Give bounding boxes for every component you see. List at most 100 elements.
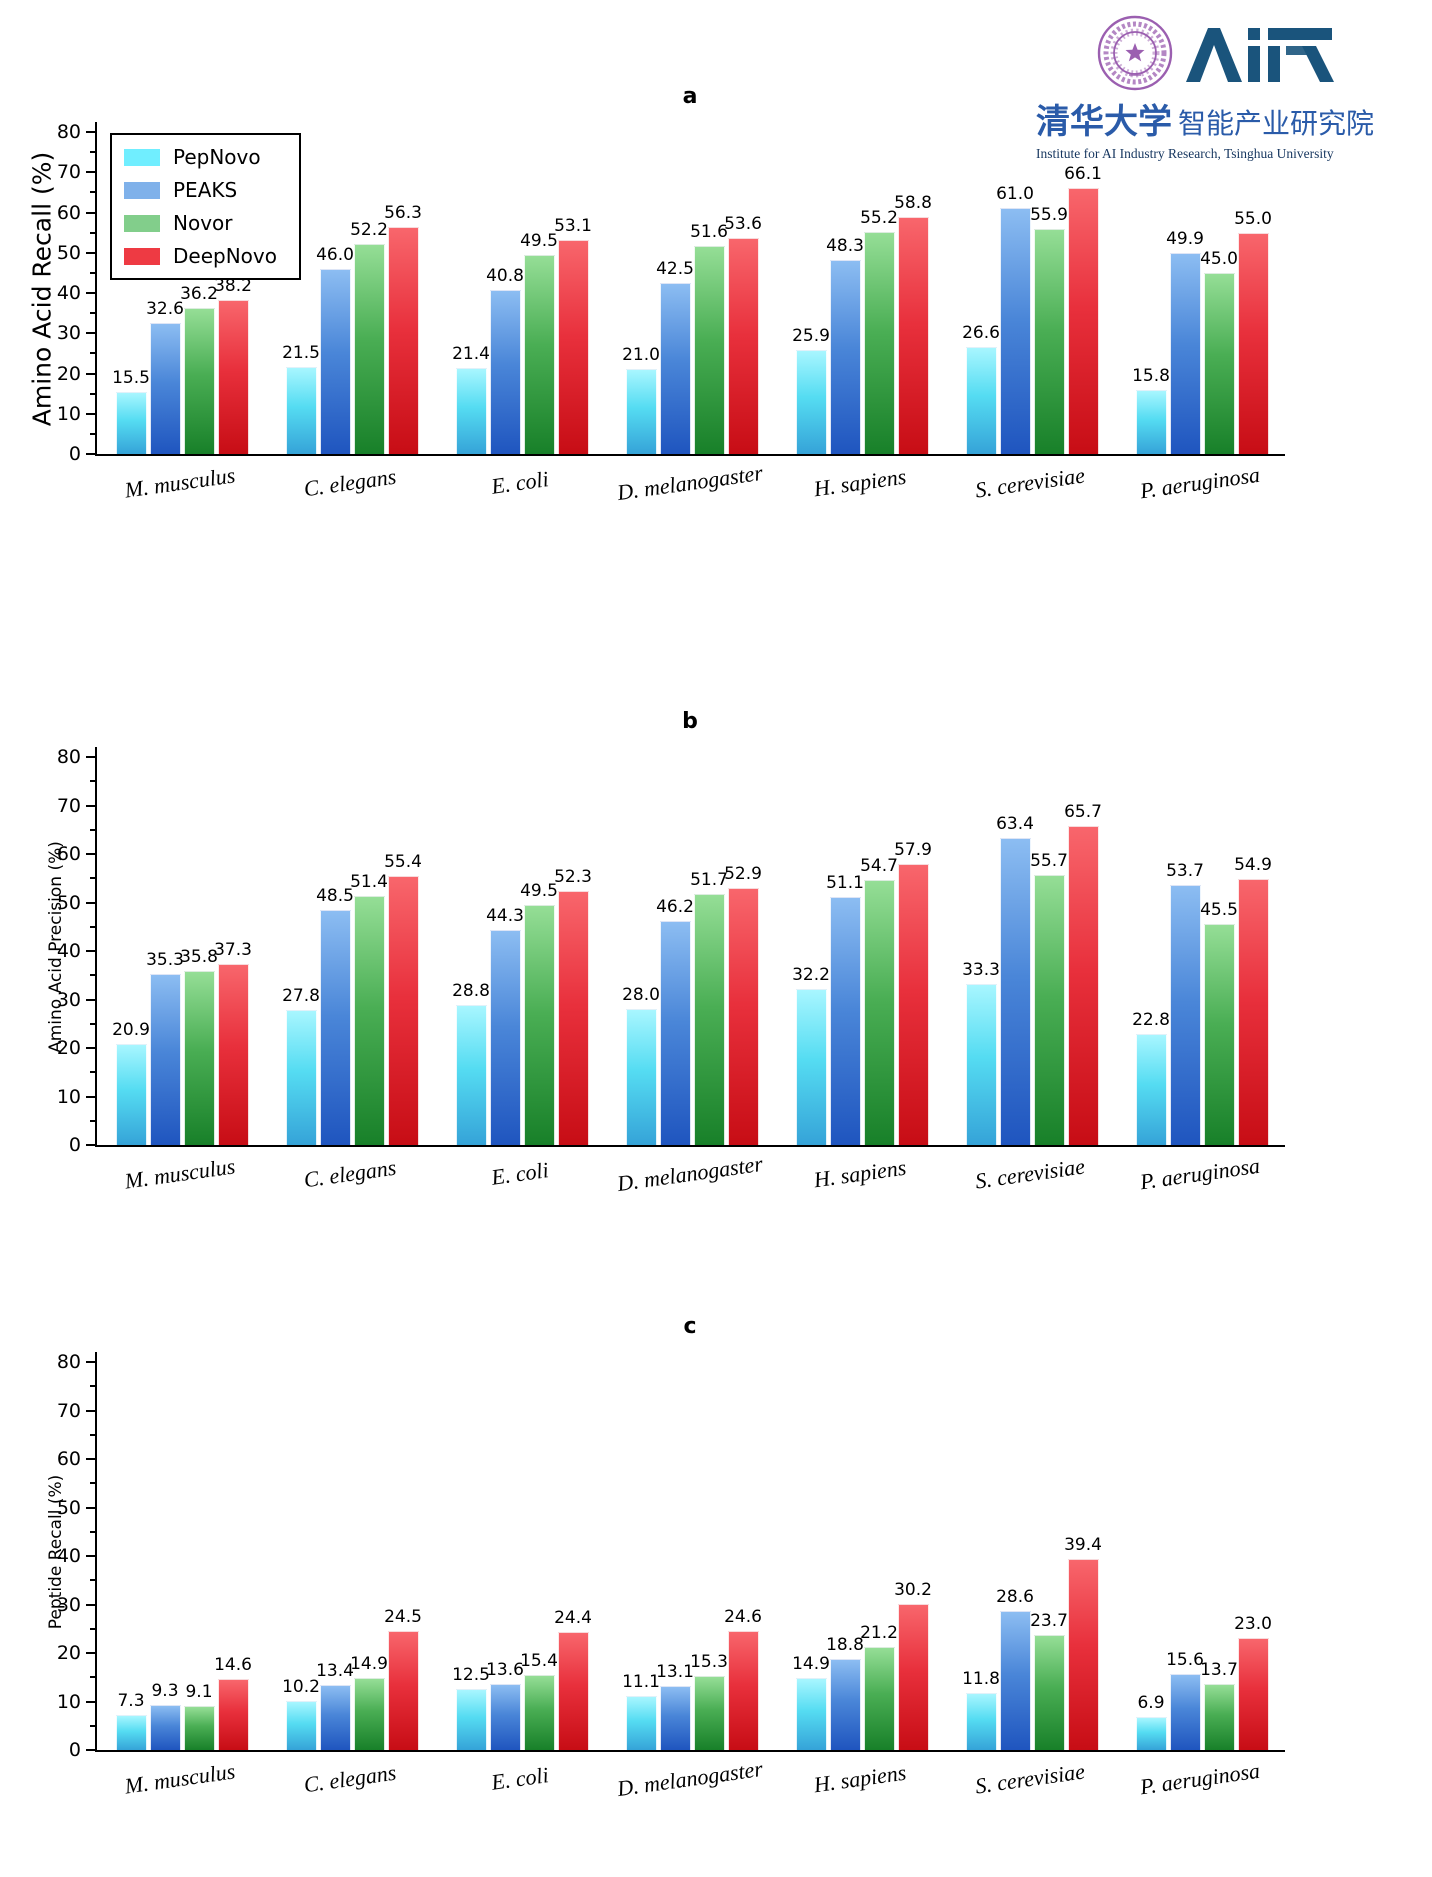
bar-pepnovo bbox=[1135, 1034, 1167, 1145]
x-category-label: S. cerevisiae bbox=[973, 462, 1087, 503]
bar-peaks bbox=[659, 920, 691, 1145]
bar-value-label: 13.7 bbox=[1200, 1659, 1238, 1680]
bar-deepnovo bbox=[557, 1631, 589, 1750]
y-tick-label: 50 bbox=[56, 891, 81, 914]
bar-value-label: 9.1 bbox=[185, 1681, 213, 1702]
y-tick bbox=[86, 412, 95, 415]
x-category-label: H. sapiens bbox=[812, 1154, 908, 1193]
y-tick-label: 0 bbox=[68, 1134, 81, 1156]
bar-value-label: 30.2 bbox=[894, 1579, 932, 1600]
bar-value-label: 51.6 bbox=[690, 222, 728, 243]
y-tick-label: 70 bbox=[56, 1399, 81, 1422]
bar-novor bbox=[1203, 1683, 1235, 1750]
legend-item: DeepNovo bbox=[124, 244, 277, 268]
y-tick-label: 0 bbox=[68, 443, 81, 465]
y-tick-label: 40 bbox=[56, 282, 81, 304]
bar-value-label: 25.9 bbox=[792, 325, 830, 346]
bar-peaks bbox=[149, 1704, 181, 1750]
y-tick bbox=[86, 901, 95, 904]
panel-b-plot-area: 0 10 20 30 40 50 60 70 80 20.9 35.3 35.8 37.3 27.8 48.… bbox=[57, 746, 1285, 1156]
bar-pepnovo bbox=[795, 1677, 827, 1750]
bar-novor bbox=[353, 895, 385, 1145]
bar-value-label: 13.6 bbox=[486, 1660, 524, 1681]
bar-deepnovo bbox=[557, 891, 589, 1145]
y-tick bbox=[86, 1700, 95, 1703]
bar-peaks bbox=[1169, 253, 1201, 454]
y-tick bbox=[86, 211, 95, 214]
legend-item: PepNovo bbox=[124, 145, 277, 169]
bar-peaks bbox=[319, 909, 351, 1145]
bar-value-label: 52.3 bbox=[554, 867, 592, 888]
bar-pepnovo bbox=[965, 346, 997, 454]
bar-deepnovo bbox=[387, 227, 419, 454]
bar-value-label: 45.5 bbox=[1200, 900, 1238, 921]
bar-deepnovo bbox=[727, 888, 759, 1145]
panel-a-title: a bbox=[682, 84, 698, 109]
bar-pepnovo bbox=[1135, 390, 1167, 454]
bar-value-label: 28.8 bbox=[452, 981, 490, 1002]
y-tick-label: 30 bbox=[56, 1593, 81, 1616]
y-tick bbox=[90, 1385, 95, 1388]
logo-top-row bbox=[1096, 12, 1388, 94]
bar-value-label: 53.6 bbox=[724, 214, 762, 235]
bar-value-label: 55.2 bbox=[860, 207, 898, 228]
x-category-label: P. aeruginosa bbox=[1138, 1757, 1262, 1800]
y-tick bbox=[86, 1603, 95, 1606]
y-tick bbox=[90, 780, 95, 783]
y-tick bbox=[90, 1482, 95, 1485]
bar-value-label: 55.9 bbox=[1030, 205, 1068, 226]
bar-deepnovo bbox=[1067, 1558, 1099, 1750]
y-tick bbox=[90, 828, 95, 831]
y-tick bbox=[90, 312, 95, 315]
y-tick bbox=[86, 1555, 95, 1557]
y-tick-label: 60 bbox=[56, 201, 81, 224]
y-tick bbox=[90, 151, 95, 154]
y-tick bbox=[86, 171, 95, 174]
y-tick bbox=[86, 251, 95, 254]
y-tick bbox=[90, 271, 95, 274]
institute-en-text: Institute for AI Industry Research, Tsin… bbox=[1036, 146, 1334, 161]
y-tick bbox=[86, 804, 95, 807]
y-tick-label: 80 bbox=[56, 121, 81, 143]
bar-value-label: 36.2 bbox=[180, 284, 218, 305]
y-tick bbox=[86, 1506, 95, 1509]
bar-value-label: 55.4 bbox=[384, 852, 422, 873]
panel-b-title: b bbox=[682, 709, 698, 734]
bar-value-label: 44.3 bbox=[486, 906, 524, 927]
legend-swatch-novor bbox=[124, 214, 160, 232]
x-category-label: P. aeruginosa bbox=[1138, 461, 1262, 504]
bar-deepnovo bbox=[387, 876, 419, 1145]
bar-novor bbox=[693, 1675, 725, 1750]
bar-peaks bbox=[829, 259, 861, 454]
y-tick bbox=[90, 392, 95, 395]
panel-c-plot-area: 0 10 20 30 40 50 60 70 80 7.3 9.3 9.1 14.6 10.2 13.4 14… bbox=[57, 1351, 1285, 1761]
y-tick bbox=[90, 1676, 95, 1679]
y-tick-label: 20 bbox=[56, 1642, 81, 1664]
y-tick bbox=[86, 756, 95, 758]
x-category-label: C. elegans bbox=[302, 1759, 398, 1798]
bar-novor bbox=[353, 1677, 385, 1750]
y-tick bbox=[90, 974, 95, 977]
bar-deepnovo bbox=[217, 300, 249, 454]
y-tick bbox=[86, 1409, 95, 1412]
bar-value-label: 24.5 bbox=[384, 1607, 422, 1628]
institute-cn-text: 智能产业研究院 bbox=[1178, 107, 1375, 140]
bar-peaks bbox=[659, 282, 691, 454]
bar-deepnovo bbox=[387, 1631, 419, 1750]
bar-novor bbox=[693, 894, 725, 1145]
bar-novor bbox=[693, 246, 725, 454]
y-tick-label: 30 bbox=[56, 322, 81, 345]
x-category-label: S. cerevisiae bbox=[973, 1758, 1087, 1799]
bar-value-label: 24.4 bbox=[554, 1607, 592, 1628]
bar-value-label: 15.3 bbox=[690, 1651, 728, 1672]
y-tick bbox=[90, 1724, 95, 1727]
panel-c-xaxis-labels: M. musculus C. elegans E. coli D. melanogas… bbox=[95, 1756, 1285, 1818]
bar-deepnovo bbox=[1067, 187, 1099, 454]
bar-value-label: 26.6 bbox=[962, 322, 1000, 343]
y-tick bbox=[86, 372, 95, 375]
bar-value-label: 35.3 bbox=[146, 949, 184, 970]
bar-value-label: 21.4 bbox=[452, 343, 490, 364]
bar-deepnovo bbox=[1067, 826, 1099, 1145]
bar-value-label: 63.4 bbox=[996, 813, 1034, 834]
